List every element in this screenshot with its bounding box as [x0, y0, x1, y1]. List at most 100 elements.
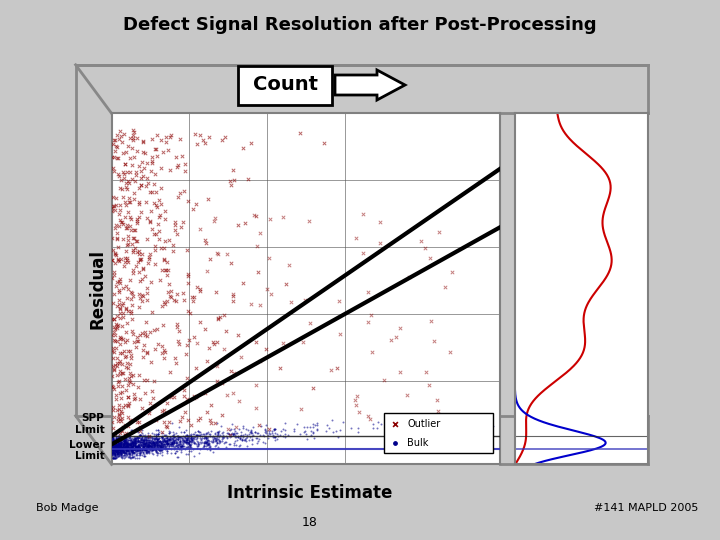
Point	[144, 432, 156, 441]
Point	[150, 445, 162, 454]
Point	[151, 324, 163, 333]
Point	[204, 416, 216, 424]
Point	[122, 438, 133, 447]
Point	[163, 438, 174, 447]
Point	[158, 406, 170, 415]
Point	[152, 441, 163, 450]
Point	[109, 451, 121, 460]
Point	[127, 438, 139, 447]
Point	[184, 436, 195, 444]
Point	[124, 437, 135, 446]
Point	[119, 437, 130, 445]
Point	[111, 445, 122, 454]
Point	[136, 441, 148, 450]
Point	[108, 446, 120, 454]
Point	[108, 441, 120, 449]
Point	[148, 377, 160, 386]
Point	[107, 204, 118, 212]
Point	[274, 363, 286, 372]
Point	[228, 176, 240, 185]
Point	[247, 423, 258, 431]
Point	[228, 429, 240, 438]
Point	[139, 446, 150, 455]
Point	[125, 437, 137, 445]
Point	[109, 446, 121, 454]
Point	[126, 454, 138, 462]
Point	[193, 427, 204, 436]
Point	[212, 249, 223, 258]
Point	[110, 444, 122, 453]
Point	[119, 441, 130, 449]
Point	[138, 438, 149, 447]
Point	[157, 437, 168, 445]
Point	[148, 439, 160, 448]
Point	[201, 438, 212, 447]
Point	[107, 440, 118, 449]
Point	[140, 439, 151, 448]
Point	[196, 438, 207, 447]
Point	[299, 427, 310, 435]
Point	[120, 447, 132, 455]
Point	[120, 440, 131, 449]
Point	[148, 402, 160, 410]
Point	[114, 440, 126, 449]
Point	[114, 444, 126, 453]
Point	[125, 439, 136, 448]
Point	[121, 445, 132, 454]
Point	[163, 236, 174, 245]
Point	[136, 275, 148, 284]
Point	[181, 431, 193, 440]
Point	[115, 446, 127, 454]
Point	[142, 442, 153, 450]
Point	[199, 441, 210, 450]
Point	[110, 441, 122, 450]
Point	[110, 439, 122, 448]
Point	[136, 429, 148, 438]
Point	[139, 435, 150, 444]
Point	[128, 441, 140, 449]
Point	[268, 430, 279, 439]
Point	[196, 435, 207, 444]
Point	[216, 410, 228, 419]
Point	[181, 341, 193, 350]
Point	[109, 439, 121, 448]
Point	[176, 443, 187, 451]
Point	[158, 441, 170, 450]
Point	[192, 430, 204, 439]
Point	[337, 417, 348, 426]
Point	[153, 436, 164, 445]
Point	[153, 444, 165, 453]
Point	[108, 441, 120, 450]
Point	[112, 445, 123, 454]
Point	[166, 440, 178, 449]
Point	[133, 446, 145, 454]
Point	[151, 441, 163, 450]
Point	[269, 429, 281, 437]
Point	[132, 447, 143, 455]
Point	[107, 442, 118, 451]
Point	[117, 220, 128, 228]
Point	[198, 441, 210, 449]
Point	[112, 452, 124, 461]
Point	[127, 437, 138, 446]
Point	[118, 438, 130, 447]
Point	[144, 437, 156, 446]
Point	[157, 444, 168, 453]
Point	[124, 441, 135, 449]
Point	[204, 437, 216, 446]
Point	[288, 427, 300, 435]
Point	[110, 440, 122, 448]
Point	[115, 446, 127, 454]
Point	[159, 434, 171, 442]
Point	[234, 440, 246, 449]
Point	[185, 438, 197, 447]
Point	[212, 435, 223, 444]
Point	[132, 436, 144, 444]
Point	[120, 434, 132, 442]
Point	[120, 446, 132, 454]
Point	[141, 438, 153, 447]
Point	[111, 446, 122, 454]
Point	[107, 448, 118, 456]
Point	[159, 443, 171, 452]
Point	[111, 251, 122, 259]
